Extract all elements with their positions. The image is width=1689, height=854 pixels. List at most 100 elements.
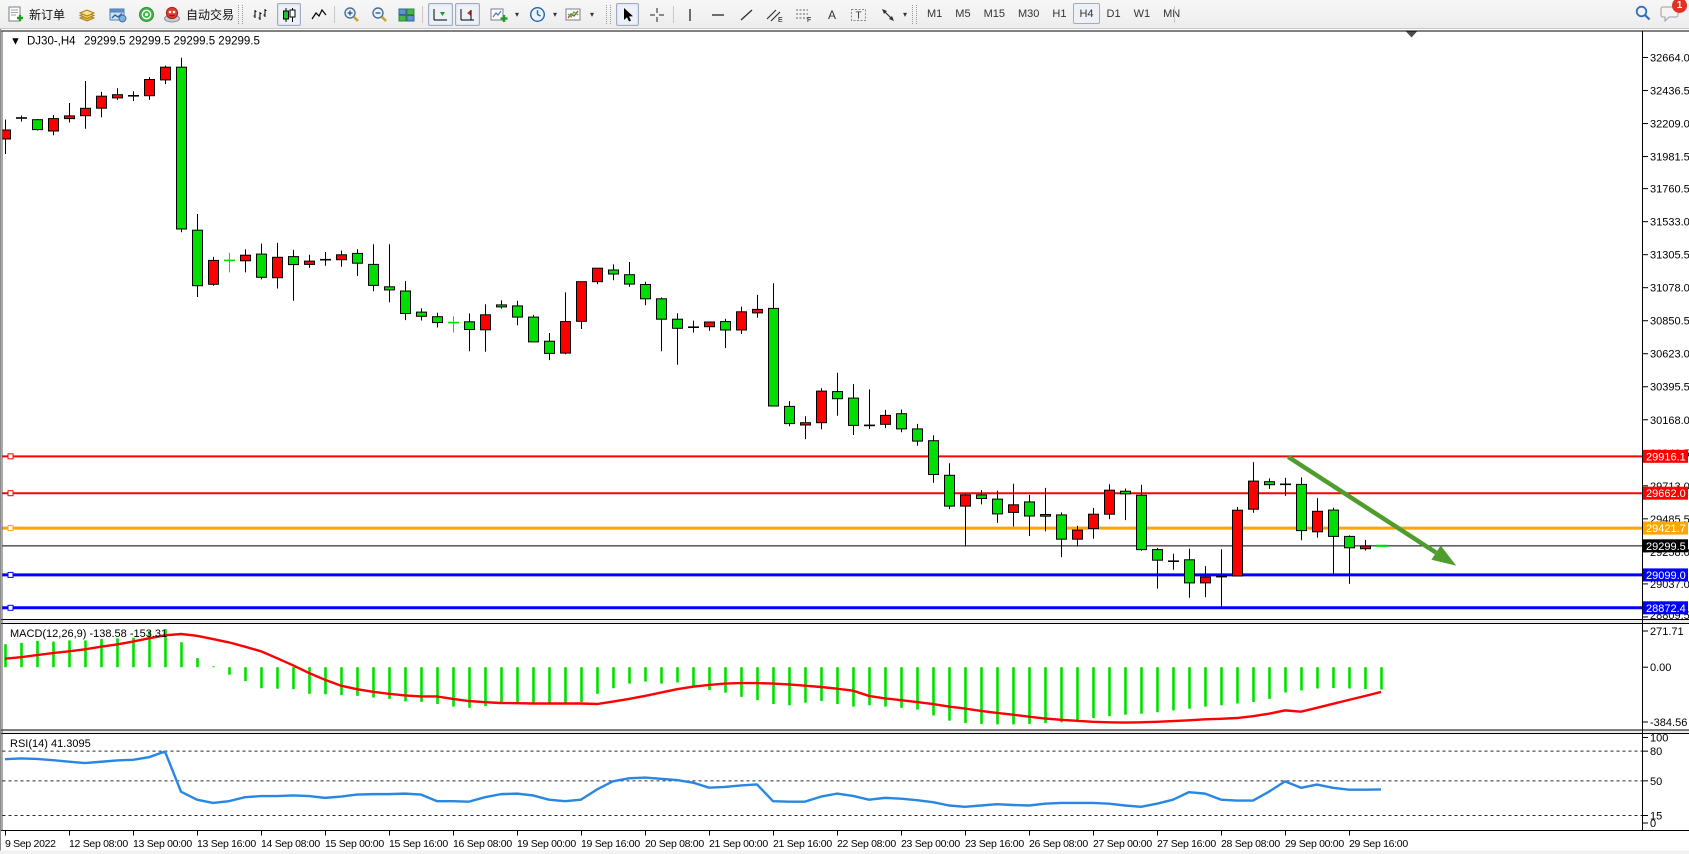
zoom-out-button[interactable] [367,3,392,26]
candle [784,401,795,427]
cursor-button[interactable] [616,3,639,26]
search-icon[interactable] [1634,4,1652,22]
timeframe-button-w1[interactable]: W1 [1133,8,1151,20]
text-button[interactable]: A [821,3,843,26]
signals-button[interactable] [134,3,159,26]
history-button[interactable] [74,3,100,26]
periods-button[interactable]: ▾ [524,3,564,26]
candle [288,249,299,301]
price-tick-label: 32436.5 [1650,86,1689,98]
timeframe-button-h4[interactable]: H4 [1073,3,1100,24]
candle [1312,498,1323,538]
indicators-caret-icon: ▾ [515,10,520,19]
horizontal-line-button[interactable] [706,3,730,26]
timeframe-button-h1[interactable]: H1 [1052,8,1067,20]
toolbar-grip-3[interactable] [912,5,917,24]
fibonacci-button[interactable]: F [791,3,817,26]
notifications-button[interactable]: 1 [1660,0,1687,22]
candle-body [1296,483,1307,532]
tile-windows-button[interactable] [394,3,419,26]
hline-anchor[interactable] [7,525,14,532]
price-badge-bg [1643,486,1688,500]
candlestick-chart-icon [281,7,297,23]
toolbar-grip-2[interactable] [606,5,611,24]
candle [496,300,507,309]
price-tick-label: 31078.0 [1650,283,1689,295]
timeframe-button-m30[interactable]: M30 [1017,8,1040,20]
time-tick-label: 9 Sep 2022 [5,838,56,850]
trendline-button[interactable] [735,3,759,26]
templates-caret-icon: ▾ [590,10,595,19]
candle [224,252,235,273]
time-tick-label: 16 Sep 08:00 [453,838,512,850]
indicators-add-icon [490,7,508,23]
candle [1264,478,1275,489]
panel-separator[interactable] [0,619,1689,624]
time-tick-label: 12 Sep 08:00 [69,838,128,850]
crosshair-button[interactable] [645,3,669,26]
chart-title-symbol: DJ30-,H4 [27,36,76,48]
candle-body [816,390,827,424]
time-tick-label: 21 Sep 00:00 [709,838,768,850]
arrows-button[interactable]: ▾ [875,3,914,26]
equidistant-channel-button[interactable]: E [762,3,788,26]
timeframe-button-mn[interactable]: MN [1163,8,1181,20]
hline-anchor[interactable] [7,453,14,460]
auto-scroll-button[interactable] [428,3,453,26]
timeframe-button-m5[interactable]: M5 [955,8,971,20]
time-tick-label: 14 Sep 08:00 [261,838,320,850]
candle-body [880,414,891,425]
new-order-button[interactable]: 新订单 [2,3,72,26]
cursor-icon [620,7,635,23]
history-icon [78,7,96,23]
candle-body [432,316,443,324]
chart-shift-marker[interactable] [1406,31,1417,38]
price-tick-label: 30395.5 [1650,382,1689,394]
svg-text:T: T [856,10,862,21]
market-watch-button[interactable] [105,3,131,26]
candle-body [736,311,747,331]
trend-arrow[interactable] [1286,455,1457,566]
candle [672,313,683,365]
candle-body [368,263,379,286]
timeframe-button-d1[interactable]: D1 [1106,8,1121,20]
line-chart-button[interactable] [307,3,331,26]
candle [2,119,11,155]
hline-anchor[interactable] [7,490,14,497]
text-label-button[interactable]: T [846,3,871,26]
autotrading-button[interactable]: 自动交易 [158,3,241,26]
templates-button[interactable]: ▾ [560,3,601,26]
rsi-tick-label: 80 [1650,746,1662,758]
time-axis[interactable]: 9 Sep 2022 12 Sep 08:00 13 Sep 00:00 13 Sep… [5,830,1409,851]
time-tick-label: 19 Sep 00:00 [517,838,576,850]
price-axis[interactable]: 32664.0 32436.5 32209.0 31981.5 31760.5 31533… [1642,31,1689,831]
chart-title-dropdown-icon[interactable]: ▼ [10,36,21,48]
candle [1024,494,1035,537]
timeframe-button-m1[interactable]: M1 [927,8,943,20]
zoom-in-button[interactable] [339,3,364,26]
candle-body [992,498,1003,515]
hline-anchor[interactable] [7,604,14,611]
candle [1232,507,1243,577]
price-tick-label: 29037.0 [1650,579,1689,591]
indicators-add-button[interactable]: ▾ [485,3,526,26]
panel-separator-2[interactable] [0,730,1689,734]
time-tick-label: 15 Sep 00:00 [325,838,384,850]
candlestick-chart-button[interactable] [277,3,301,26]
price-badge-29299.5: 29299.5 [1643,539,1688,553]
candle [1168,553,1179,570]
candle-body [560,321,571,354]
candle [16,115,27,122]
price-badge-29916.1: 29916.1 [1643,449,1688,463]
vertical-line-button[interactable] [679,3,701,26]
autotrading-label: 自动交易 [186,8,235,22]
candle-body [1136,494,1147,551]
price-tick-label: 31305.5 [1650,250,1689,262]
toolbar-grip[interactable] [238,5,243,24]
chart-shift-button[interactable] [455,3,480,26]
time-tick-label: 22 Sep 08:00 [837,838,896,850]
timeframe-button-m15[interactable]: M15 [983,8,1005,20]
bar-chart-button[interactable] [248,3,272,26]
hline-anchor[interactable] [7,571,14,578]
